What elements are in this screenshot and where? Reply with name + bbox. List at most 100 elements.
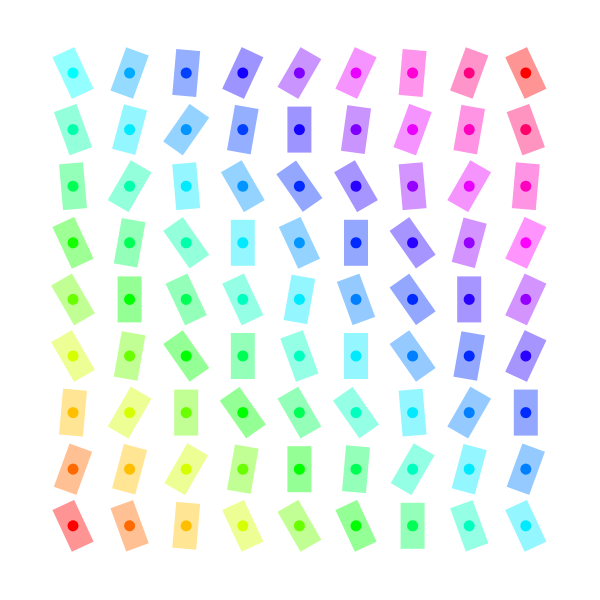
- tile: [390, 443, 435, 496]
- tile: [110, 500, 149, 552]
- tile-dot: [124, 350, 136, 362]
- tile-dot: [407, 293, 419, 305]
- tile: [453, 331, 486, 381]
- tile-dot: [350, 520, 362, 532]
- tile-dot: [293, 124, 305, 136]
- tile-dot: [520, 350, 532, 362]
- tile: [52, 499, 94, 552]
- tile: [287, 446, 312, 493]
- tile: [398, 162, 427, 211]
- tile: [287, 106, 312, 153]
- tile-dot: [407, 463, 419, 475]
- tile-dot: [350, 237, 362, 249]
- tile-dot: [180, 180, 192, 192]
- tile-dot: [407, 124, 419, 136]
- tile: [450, 47, 489, 99]
- tile: [230, 219, 255, 266]
- tile: [447, 160, 492, 213]
- tile: [389, 330, 436, 382]
- tile-dot: [520, 124, 532, 136]
- tile: [505, 499, 547, 552]
- tile-dot: [293, 237, 305, 249]
- tile-dot: [350, 463, 362, 475]
- tile: [400, 502, 425, 549]
- tile-dot: [237, 520, 249, 532]
- tile: [506, 443, 545, 495]
- tile: [230, 333, 255, 379]
- tile: [505, 216, 547, 269]
- tile: [276, 160, 323, 212]
- tile: [163, 103, 210, 156]
- tile-dot: [237, 237, 249, 249]
- tile-dot: [463, 124, 475, 136]
- tile-dot: [407, 407, 419, 419]
- tile: [451, 443, 487, 495]
- tile-dot: [237, 124, 249, 136]
- tile-dot: [180, 520, 192, 532]
- tile: [219, 386, 266, 439]
- tile-dot: [407, 350, 419, 362]
- tile: [112, 443, 148, 495]
- tile: [283, 274, 316, 325]
- tile-dot: [180, 407, 192, 419]
- tile: [505, 273, 547, 326]
- tile-dot: [67, 237, 79, 249]
- tile: [113, 331, 146, 381]
- tile: [226, 104, 259, 155]
- tile-dot: [293, 350, 305, 362]
- tile: [110, 47, 149, 99]
- tile-dot: [520, 463, 532, 475]
- tile: [334, 160, 378, 213]
- tile: [344, 219, 368, 266]
- tile: [164, 443, 209, 496]
- tile: [112, 104, 148, 155]
- tile-dot: [180, 293, 192, 305]
- tile: [336, 273, 376, 326]
- tile-grid: [51, 47, 547, 552]
- tile-dot: [293, 407, 305, 419]
- tile: [278, 216, 320, 269]
- tile-dot: [407, 180, 419, 192]
- tile: [506, 103, 545, 156]
- tile: [52, 47, 94, 99]
- tile-dot: [520, 67, 532, 79]
- tile: [113, 218, 146, 268]
- tile: [277, 499, 322, 552]
- tile-dot: [293, 180, 305, 192]
- tile: [172, 162, 201, 211]
- tile-dot: [67, 350, 79, 362]
- tile: [53, 443, 93, 495]
- tile: [172, 49, 201, 97]
- tile-dot: [67, 407, 79, 419]
- tile: [450, 500, 489, 552]
- tile-dot: [293, 67, 305, 79]
- tile: [505, 330, 547, 382]
- tile: [165, 273, 207, 326]
- tile: [451, 217, 487, 269]
- tile-dot: [520, 237, 532, 249]
- tile: [513, 389, 538, 436]
- tile-dot: [463, 407, 475, 419]
- tile-dot: [407, 67, 419, 79]
- tile: [398, 49, 427, 97]
- tile: [220, 160, 265, 213]
- tile: [59, 388, 87, 437]
- tile-dot: [463, 180, 475, 192]
- tile-dot: [237, 350, 249, 362]
- tile-dot: [124, 180, 136, 192]
- tile-dot: [350, 293, 362, 305]
- tile-dot: [124, 124, 136, 136]
- tile-dot: [237, 293, 249, 305]
- tile: [51, 330, 95, 382]
- tile-dot: [463, 350, 475, 362]
- tile-dot: [237, 180, 249, 192]
- tile: [332, 386, 380, 439]
- tile: [340, 105, 372, 155]
- tile-dot: [124, 237, 136, 249]
- tile: [52, 216, 94, 269]
- tile-dot: [350, 180, 362, 192]
- tile-dot: [180, 237, 192, 249]
- tile-dot: [293, 463, 305, 475]
- tile: [174, 389, 199, 436]
- tile-dot: [350, 67, 362, 79]
